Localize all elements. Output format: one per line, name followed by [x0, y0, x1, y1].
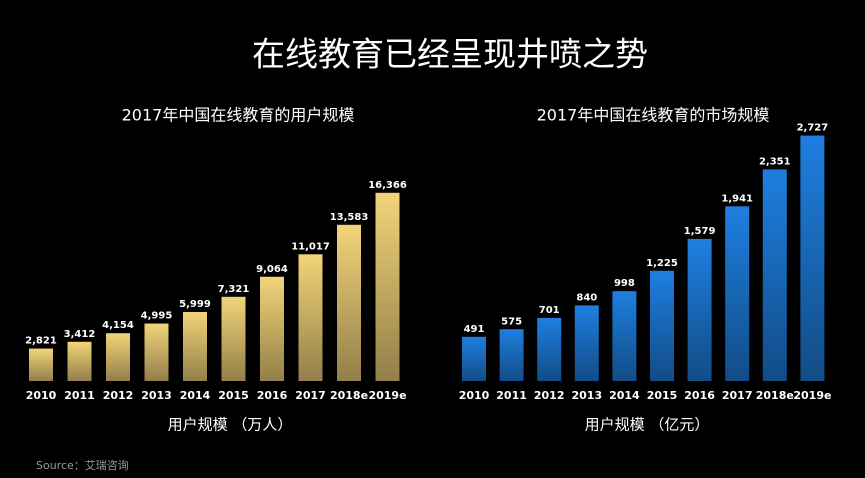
bar	[337, 224, 361, 381]
bar	[612, 291, 637, 381]
x-tick-label: 2018e	[756, 389, 794, 402]
value-label: 840	[576, 292, 597, 303]
value-label: 13,583	[330, 212, 369, 223]
page-title: 在线教育已经呈现井喷之势	[252, 35, 648, 74]
bar	[375, 192, 400, 381]
x-tick-label: 2012	[103, 389, 134, 402]
bar	[106, 333, 130, 381]
x-tick-label: 2017	[722, 389, 753, 402]
x-tick-label: 2014	[180, 389, 211, 402]
x-tick-label: 2019e	[368, 389, 406, 402]
bar	[144, 323, 169, 381]
value-label: 2,727	[797, 123, 829, 134]
x-tick-label: 2016	[684, 389, 715, 402]
x-tick-label: 2010	[26, 389, 57, 402]
value-label: 2,351	[759, 156, 791, 167]
value-label: 5,999	[179, 299, 211, 310]
bar	[687, 238, 712, 381]
x-tick-label: 2014	[609, 389, 640, 402]
value-label: 998	[614, 278, 635, 289]
value-label: 9,064	[256, 264, 288, 275]
source: Source：艾瑞咨询	[36, 458, 129, 472]
value-label: 2,821	[25, 336, 57, 347]
x-tick-label: 2017	[295, 389, 326, 402]
bar	[537, 317, 562, 381]
bar	[221, 296, 246, 381]
value-label: 4,995	[141, 311, 173, 322]
bar	[762, 169, 787, 381]
bar	[800, 135, 825, 381]
value-label: 701	[539, 305, 560, 316]
value-label: 491	[464, 324, 485, 335]
x-axis-title: 用户规模 （亿元）	[585, 416, 710, 434]
x-tick-label: 2015	[218, 389, 249, 402]
x-tick-label: 2011	[64, 389, 95, 402]
bar	[183, 312, 207, 381]
value-label: 4,154	[102, 320, 134, 331]
x-axis-title: 用户规模 （万人）	[168, 416, 293, 434]
bar	[462, 336, 486, 381]
bar	[725, 206, 750, 381]
x-tick-label: 2011	[496, 389, 527, 402]
bar	[499, 329, 524, 381]
bar	[29, 348, 53, 381]
x-tick-label: 2010	[459, 389, 490, 402]
x-tick-label: 2015	[647, 389, 678, 402]
value-label: 7,321	[218, 284, 250, 295]
bar	[650, 270, 674, 381]
bar	[298, 254, 323, 381]
value-label: 575	[501, 316, 522, 327]
value-label: 3,412	[64, 329, 96, 340]
bar	[67, 341, 92, 381]
x-tick-label: 2019e	[793, 389, 831, 402]
x-tick-label: 2016	[257, 389, 288, 402]
x-tick-label: 2013	[571, 389, 602, 402]
value-label: 1,579	[684, 226, 716, 237]
value-label: 11,017	[291, 241, 330, 252]
bar	[574, 305, 599, 381]
chart-title: 2017年中国在线教育的用户规模	[122, 106, 355, 125]
x-tick-label: 2012	[534, 389, 565, 402]
bar	[260, 276, 284, 381]
value-label: 16,366	[368, 180, 407, 191]
x-tick-label: 2013	[141, 389, 172, 402]
value-label: 1,225	[646, 258, 678, 269]
x-tick-label: 2018e	[330, 389, 368, 402]
chart-title: 2017年中国在线教育的市场规模	[537, 106, 770, 125]
value-label: 1,941	[721, 193, 753, 204]
